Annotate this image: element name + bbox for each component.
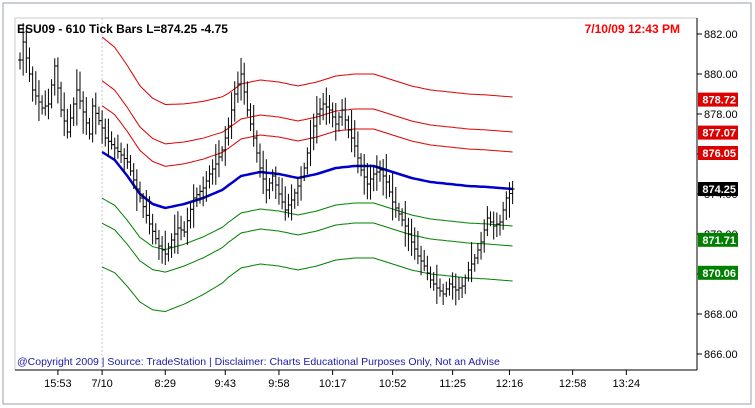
x-tick-label: 9:43	[215, 378, 236, 390]
price-label-layer: 878.72 877.07 876.05 874.25 871.71 870.06	[698, 92, 738, 280]
x-tick-label: 9:58	[268, 378, 289, 390]
upper-band-line	[101, 80, 513, 145]
y-tick-label: 878.00	[704, 109, 738, 121]
upper-band-line	[101, 36, 513, 106]
x-tick-label: 12:16	[496, 378, 524, 390]
upper-band-line	[101, 105, 513, 167]
x-tick-label: 7/10	[91, 378, 112, 390]
lower-band-line	[101, 257, 513, 313]
bands-layer	[101, 36, 513, 313]
price-label-badge	[698, 125, 738, 140]
x-tick-label: 15:53	[44, 378, 72, 390]
price-label-badge	[698, 265, 738, 280]
price-label-text: 874.25	[702, 184, 736, 196]
copyright-notice: @Copyright 2009 | Source: TradeStation |…	[17, 356, 500, 368]
x-axis: 15:53 7/10 8:29 9:43 9:58 10:17 10:52 11:25 12:1…	[44, 370, 640, 390]
y-tick-label: 866.00	[704, 349, 738, 361]
chart-title: ESU09 - 610 Tick Bars L=874.25 -4.75	[17, 22, 228, 36]
x-tick-label: 12:58	[559, 378, 587, 390]
price-label-text: 876.05	[702, 148, 736, 160]
price-label-text: 878.72	[702, 95, 736, 107]
price-label-badge	[698, 146, 738, 160]
price-label-badge	[698, 182, 738, 196]
price-bars-layer	[18, 23, 515, 306]
x-tick-label: 13:24	[613, 378, 641, 390]
x-tick-label: 10:17	[319, 378, 347, 390]
price-label-text: 877.07	[702, 128, 736, 140]
price-label-badge	[698, 92, 738, 107]
lower-band-line	[101, 197, 513, 251]
chart-timestamp: 7/10/09 12:43 PM	[585, 22, 680, 36]
y-tick-label: 880.00	[704, 69, 738, 81]
x-tick-label: 11:25	[439, 378, 466, 390]
x-tick-label: 10:52	[379, 378, 407, 390]
y-tick-label: 882.00	[704, 29, 738, 41]
center-band-line	[101, 150, 513, 210]
x-tick-label: 8:29	[155, 378, 176, 390]
price-label-text: 870.06	[702, 268, 736, 280]
price-label-badge	[698, 232, 738, 247]
price-label-text: 871.71	[702, 235, 736, 247]
lower-band-line	[101, 222, 513, 273]
y-tick-label: 868.00	[704, 309, 738, 321]
price-bar	[510, 180, 515, 205]
